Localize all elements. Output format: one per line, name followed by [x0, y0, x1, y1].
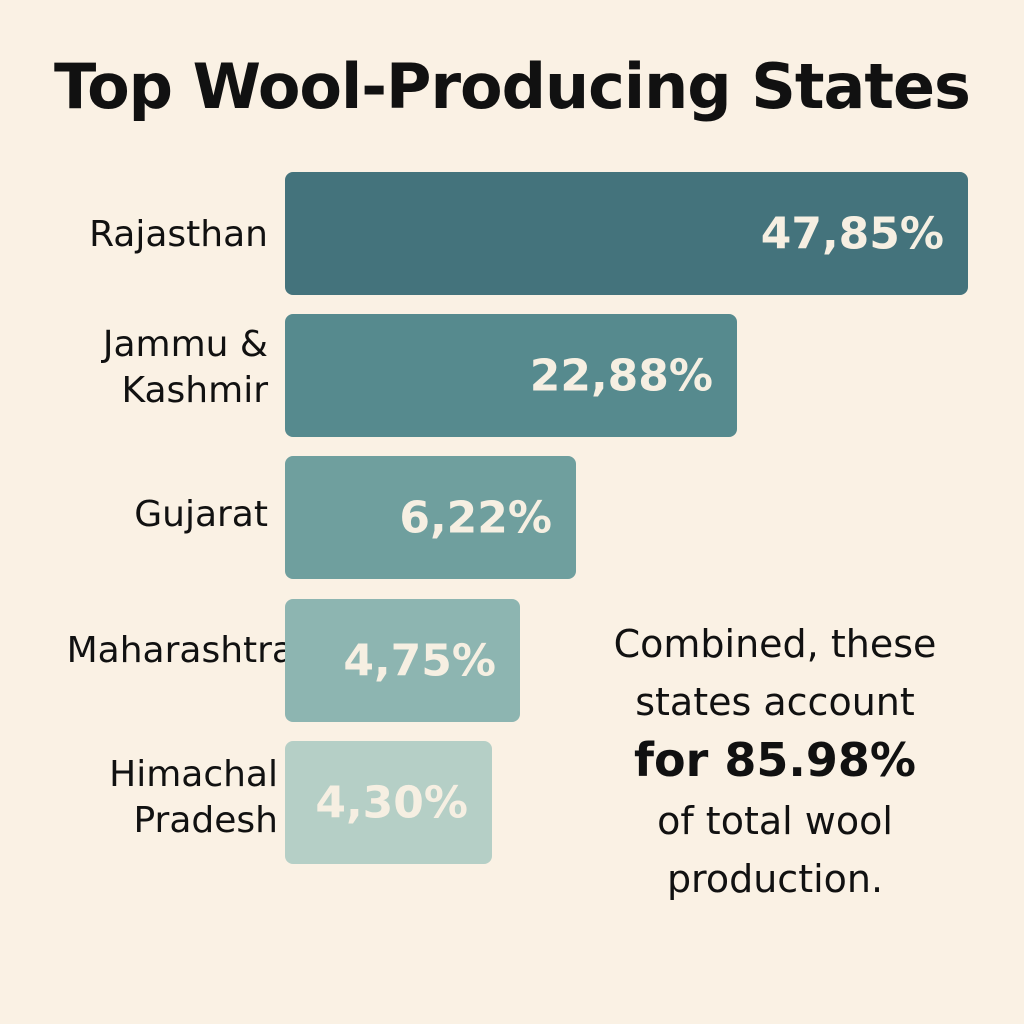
- bar-label-himachal-pradesh: Himachal Pradesh: [109, 752, 278, 844]
- label-line: Pradesh: [133, 800, 278, 841]
- note-line: of total wool: [657, 799, 893, 843]
- bar-value: 4,75%: [343, 635, 496, 686]
- bar-value: 4,30%: [315, 777, 468, 828]
- note-line: Combined, these: [613, 622, 937, 666]
- bar-rajasthan: 47,85%: [285, 172, 968, 295]
- bar-value: 47,85%: [760, 208, 944, 259]
- bar-label-gujarat: Gujarat: [134, 494, 268, 535]
- label-line: Kashmir: [121, 370, 268, 411]
- bar-label-jammu-kashmir: Jammu & Kashmir: [103, 322, 268, 414]
- bar-jammu-kashmir: 22,88%: [285, 314, 737, 437]
- chart-title: Top Wool-Producing States: [54, 50, 971, 123]
- bar-label-maharashtra: Maharashtra: [66, 630, 294, 671]
- summary-annotation: Combined, these states account for 85.98…: [590, 615, 960, 908]
- bar-himachal-pradesh: 4,30%: [285, 741, 492, 864]
- note-line: states account: [635, 680, 915, 724]
- note-line: production.: [666, 857, 884, 901]
- bar-gujarat: 6,22%: [285, 456, 576, 579]
- note-highlight: for 85.98%: [634, 733, 916, 787]
- label-line: Jammu &: [102, 324, 268, 365]
- bar-value: 22,88%: [529, 350, 713, 401]
- label-line: Himachal: [109, 754, 278, 795]
- bar-label-rajasthan: Rajasthan: [89, 214, 268, 255]
- bar-value: 6,22%: [399, 492, 552, 543]
- bar-maharashtra: 4,75%: [285, 599, 520, 722]
